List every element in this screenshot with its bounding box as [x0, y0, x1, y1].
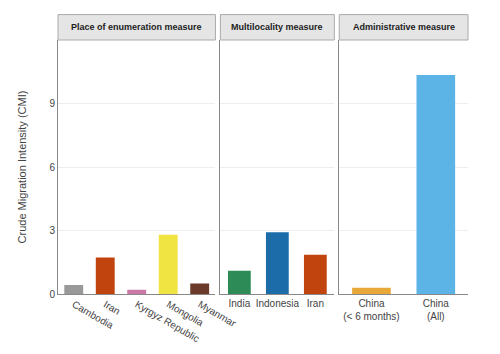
svg-text:India: India: [229, 298, 251, 309]
svg-text:Indonesia: Indonesia: [256, 298, 300, 309]
svg-text:9: 9: [49, 98, 55, 109]
svg-text:Iran: Iran: [102, 299, 122, 317]
svg-text:Multilocality measure: Multilocality measure: [231, 22, 323, 32]
svg-text:Cambodia: Cambodia: [70, 299, 115, 332]
svg-text:0: 0: [49, 289, 55, 300]
svg-text:China(All): China(All): [423, 298, 450, 322]
svg-text:Iran: Iran: [307, 298, 324, 309]
svg-text:Place of enumeration measure: Place of enumeration measure: [71, 22, 202, 32]
svg-text:6: 6: [49, 162, 55, 173]
svg-text:Kyrgyz Republic: Kyrgyz Republic: [133, 299, 201, 345]
svg-text:Mongolia: Mongolia: [165, 299, 206, 329]
svg-text:Myanmar: Myanmar: [196, 299, 238, 330]
svg-text:Administrative measure: Administrative measure: [353, 22, 455, 32]
svg-text:Crude Migration Intensity (CMI: Crude Migration Intensity (CMI): [16, 91, 28, 244]
svg-text:China(< 6 months): China(< 6 months): [343, 298, 399, 322]
svg-text:3: 3: [49, 225, 55, 236]
